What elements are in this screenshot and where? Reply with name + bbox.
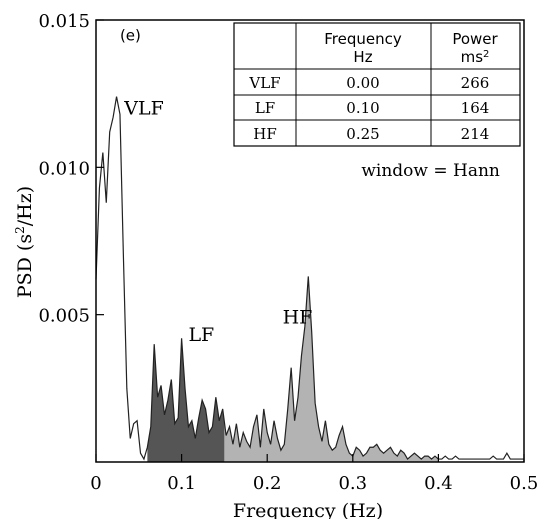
x-tick-label: 0: [90, 473, 101, 494]
table-header-frequency: Frequency: [324, 30, 402, 48]
table-cell-frequency: 0.25: [346, 125, 379, 143]
band-power-table: Frequency Hz Power ms2 VLF 0.00 266 LF 0…: [233, 22, 521, 147]
x-axis-ticks: 0 0.1 0.2 0.3 0.4 0.5: [90, 454, 538, 494]
table-frame: [233, 22, 521, 147]
table-cell-power: 164: [461, 99, 490, 117]
y-axis-ticks: 0.005 0.010 0.015: [38, 11, 104, 327]
annotation-window: window = Hann: [361, 161, 500, 181]
table-cell-band: HF: [253, 125, 277, 143]
plot-frame: [95, 19, 525, 463]
annotation-vlf: VLF: [123, 97, 164, 119]
table-cell-band: VLF: [248, 74, 280, 92]
x-tick-label: 0.1: [167, 473, 196, 494]
table-cell-band: LF: [255, 99, 275, 117]
band-fill-hf: [224, 276, 439, 462]
table-cell-power: 266: [461, 74, 490, 92]
x-tick-label: 0.4: [424, 473, 453, 494]
y-axis-label-tail: /Hz): [14, 186, 36, 226]
table-header-frequency-unit: Hz: [353, 48, 372, 66]
annotation-hf: HF: [283, 307, 313, 329]
x-tick-label: 0.2: [253, 473, 282, 494]
panel-label: (e): [120, 27, 141, 45]
table-cell-frequency: 0.10: [346, 99, 379, 117]
psd-series-line: [95, 96, 524, 461]
band-fills: [147, 276, 439, 462]
y-axis-label: PSD (s2/Hz): [13, 186, 36, 298]
y-tick-label: 0.005: [38, 306, 90, 327]
y-tick-label: 0.010: [38, 158, 90, 179]
table-cell-power: 214: [461, 125, 490, 143]
table-header-power-unit-base: ms: [461, 48, 484, 66]
x-tick-label: 0.5: [510, 473, 539, 494]
y-axis-label-superscript: 2: [13, 226, 27, 234]
x-tick-label: 0.3: [338, 473, 367, 494]
table-header-power-unit: ms2: [461, 48, 490, 66]
annotation-lf: LF: [188, 324, 214, 346]
y-tick-label: 0.015: [38, 11, 90, 32]
table-cell-frequency: 0.00: [346, 74, 379, 92]
x-axis-label: Frequency (Hz): [233, 500, 383, 519]
y-axis-label-main: PSD (s: [14, 234, 36, 298]
table-header-power-unit-sup: 2: [483, 49, 489, 60]
table-header-power: Power: [452, 30, 498, 48]
